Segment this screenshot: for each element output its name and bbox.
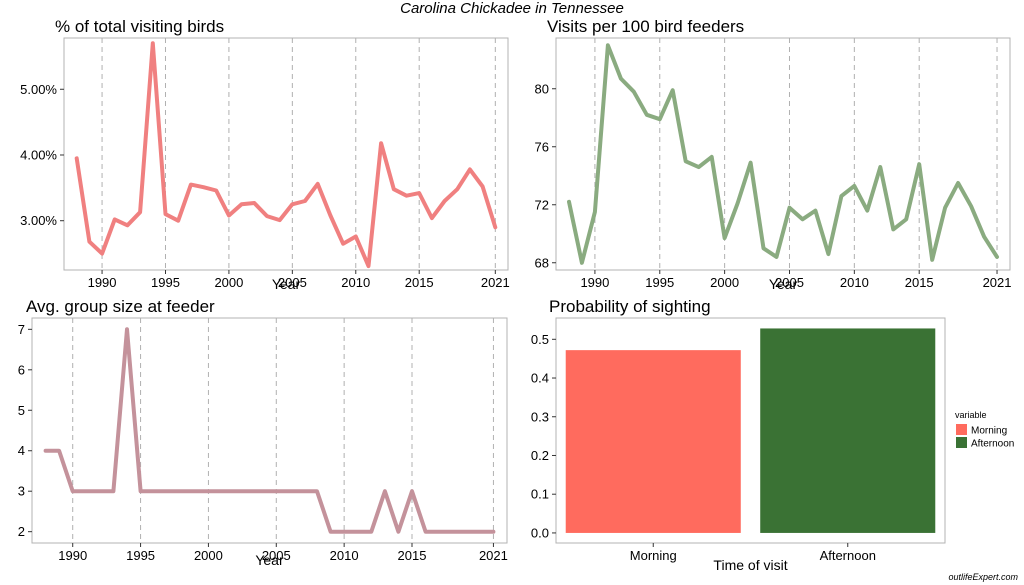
series-line	[567, 43, 999, 265]
x-tick-label: 2015	[398, 548, 427, 563]
x-axis-label: Year	[769, 276, 798, 292]
bar-morning	[565, 350, 741, 533]
x-tick-label: 2000	[194, 548, 223, 563]
x-tick-label: 2000	[710, 275, 739, 290]
legend-swatch-afternoon	[956, 437, 967, 448]
panel-title: Visits per 100 bird feeders	[547, 17, 744, 36]
x-tick-label: 2000	[214, 275, 243, 290]
y-tick-label: 0.2	[531, 448, 549, 463]
x-tick-label: 2005	[262, 548, 291, 563]
x-tick-label: Morning	[630, 548, 677, 563]
panel-title: % of total visiting birds	[55, 17, 224, 36]
x-tick-label: 2010	[840, 275, 869, 290]
x-axis-label: Year	[255, 552, 284, 568]
x-tick-label: 1995	[645, 275, 674, 290]
x-axis-label: Time of visit	[713, 557, 787, 573]
y-tick-label: 72	[535, 197, 549, 212]
chart-panel-4: Probability of sighting 0.0 0.1 0.2 0.3 0.4 0.…	[531, 297, 1014, 573]
chart-panel-2: Visits per 100 bird feeders 68 72 76 80 1990 1…	[535, 17, 1012, 292]
y-tick-label: 3.00%	[20, 213, 57, 228]
y-tick-label: 76	[535, 139, 549, 154]
x-tick-label: 2021	[481, 275, 510, 290]
y-tick-label: 0.4	[531, 371, 549, 386]
x-tick-label: 1995	[126, 548, 155, 563]
y-tick-label: 5	[18, 403, 25, 418]
legend-label: Afternoon	[971, 439, 1014, 450]
legend: variable Morning Afternoon	[955, 410, 1014, 450]
x-tick-label: 1990	[580, 275, 609, 290]
y-tick-label: 0.1	[531, 487, 549, 502]
panel-title: Avg. group size at feeder	[26, 297, 215, 316]
y-tick-label: 68	[535, 255, 549, 270]
figure-title: Carolina Chickadee in Tennessee	[400, 0, 624, 17]
x-tick-label: 2010	[341, 275, 370, 290]
x-tick-label: Afternoon	[820, 548, 876, 563]
y-tick-label: 0.0	[531, 525, 549, 540]
y-tick-label: 6	[18, 362, 25, 377]
series-line	[74, 41, 498, 269]
panel-border	[63, 37, 509, 271]
y-tick-label: 3	[18, 484, 25, 499]
x-tick-label: 1995	[151, 275, 180, 290]
legend-label: Morning	[971, 426, 1007, 437]
x-tick-label: 2005	[775, 275, 804, 290]
y-tick-label: 4	[18, 443, 25, 458]
y-tick-label: 80	[535, 81, 549, 96]
credit-text: outlifeExpert.com	[948, 572, 1018, 582]
y-tick-label: 7	[18, 322, 25, 337]
chart-panel-3: Avg. group size at feeder 2 3 4 5 6 7 1990 1995 2…	[18, 297, 508, 568]
legend-swatch-morning	[956, 424, 967, 435]
legend-title: variable	[955, 410, 987, 420]
y-tick-label: 0.5	[531, 332, 549, 347]
x-tick-label: 2005	[278, 275, 307, 290]
bar-afternoon	[760, 328, 936, 533]
x-tick-label: 1990	[58, 548, 87, 563]
chart-panel-1: % of total visiting birds 3.00% 4.00% 5.00%…	[20, 17, 510, 292]
x-tick-label: 2021	[983, 275, 1012, 290]
x-tick-label: 1990	[88, 275, 117, 290]
x-tick-label: 2010	[330, 548, 359, 563]
y-tick-label: 5.00%	[20, 82, 57, 97]
y-tick-label: 4.00%	[20, 147, 57, 162]
y-tick-label: 2	[18, 524, 25, 539]
panel-border	[31, 317, 508, 544]
y-tick-label: 0.3	[531, 409, 549, 424]
x-tick-label: 2015	[405, 275, 434, 290]
panel-title: Probability of sighting	[549, 297, 711, 316]
x-axis-label: Year	[272, 276, 301, 292]
series-line	[43, 327, 496, 534]
x-tick-label: 2021	[479, 548, 508, 563]
x-tick-label: 2015	[905, 275, 934, 290]
